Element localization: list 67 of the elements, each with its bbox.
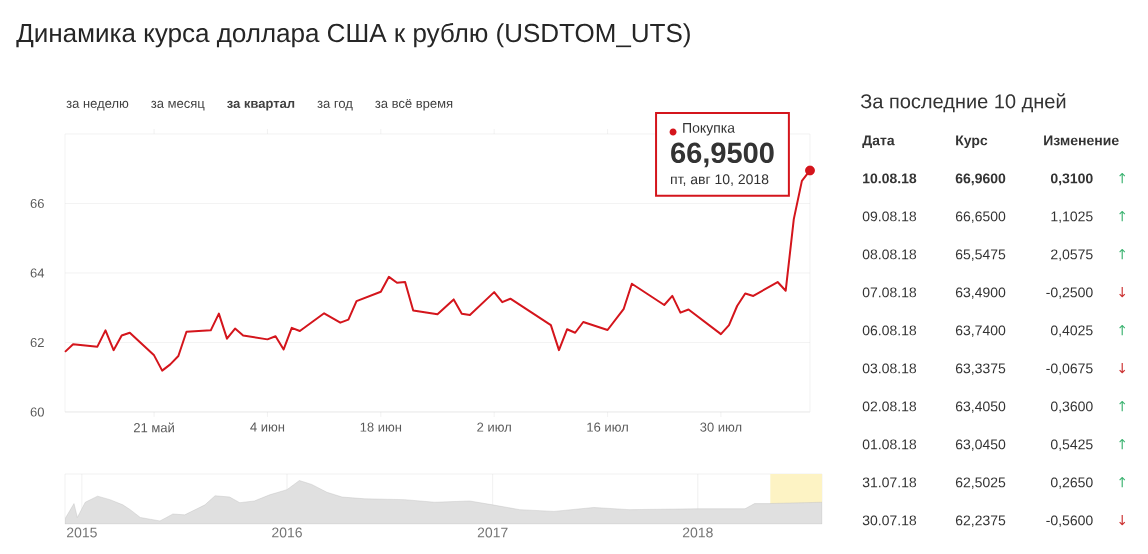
text: за неделю — [66, 100, 129, 111]
annotation: 66,9500 — [671, 142, 774, 168]
text: 62,5025 — [955, 477, 1006, 489]
text: 09.08.18 — [862, 211, 917, 222]
text: за год — [317, 100, 353, 111]
text: 66,9600 — [955, 173, 1006, 186]
text: ↓ — [1119, 362, 1126, 374]
x-tick-label: 4 июн — [250, 422, 285, 432]
x-tick-label: 21 май — [133, 422, 174, 433]
text: 0,3600 — [1050, 401, 1093, 413]
text: ↑ — [1119, 324, 1126, 336]
text: ↑ — [1119, 438, 1126, 450]
text: 63,4900 — [955, 287, 1006, 299]
text: 0,3100 — [1050, 173, 1093, 186]
text: 30.07.18 — [862, 515, 917, 526]
x-tick-label: 2015 — [66, 527, 97, 538]
text: 2,0575 — [1051, 249, 1093, 261]
y-tick-label: 66 — [30, 198, 44, 209]
annotation: пт, авг 10, 2018 — [671, 174, 769, 186]
text: ↑ — [1119, 248, 1126, 260]
text: ↓ — [1119, 286, 1126, 298]
x-tick-label: 18 июн — [360, 422, 402, 432]
text: 1,1025 — [1051, 211, 1093, 223]
text: 03.08.18 — [862, 363, 917, 374]
text: -0,0675 — [1046, 363, 1093, 375]
text: ↓ — [1119, 514, 1126, 526]
text: 0,5425 — [1050, 439, 1093, 451]
legend-label: Покупка — [683, 123, 735, 136]
text: 02.08.18 — [862, 401, 917, 412]
text: Изменение — [1044, 135, 1119, 146]
text: за квартал — [227, 100, 295, 111]
x-tick-label: 30 июл — [700, 422, 742, 432]
text: за месяц — [151, 100, 205, 111]
text: ↑ — [1119, 210, 1126, 222]
text: 0,2650 — [1050, 477, 1093, 489]
x-tick-label: 2 июл — [477, 422, 511, 432]
text: ↑ — [1119, 476, 1126, 488]
text: 31.07.18 — [862, 477, 917, 488]
x-tick-label: 2018 — [682, 527, 713, 538]
x-tick-label: 2017 — [477, 527, 508, 538]
x-tick-label: 2016 — [272, 527, 302, 538]
y-tick-label: 60 — [30, 407, 44, 417]
text: 63,3375 — [955, 363, 1006, 375]
text: 0,4025 — [1050, 325, 1093, 337]
text: 01.08.18 — [862, 439, 917, 450]
text: 63,4050 — [955, 401, 1006, 413]
x-tick-label: 16 июл — [587, 422, 628, 432]
text: 62,2375 — [955, 515, 1006, 527]
text: 08.08.18 — [862, 249, 917, 260]
text: 66,6500 — [955, 211, 1006, 223]
text: 07.08.18 — [862, 287, 917, 298]
text: 63,0450 — [955, 439, 1006, 451]
y-tick-label: 64 — [30, 268, 45, 278]
text: Дата — [862, 135, 895, 148]
text: ↑ — [1119, 172, 1126, 184]
text: за всё время — [375, 98, 453, 111]
text: 63,7400 — [955, 325, 1006, 337]
text: 06.08.18 — [862, 325, 917, 336]
text: -0,2500 — [1046, 287, 1093, 299]
text: ↑ — [1119, 400, 1126, 412]
text: За последние 10 дней — [860, 93, 1066, 113]
text: -0,5600 — [1046, 515, 1093, 527]
y-tick-label: 62 — [30, 337, 44, 348]
text: 10.08.18 — [863, 173, 917, 184]
text: 65,5475 — [955, 249, 1006, 261]
chart-title: Динамика курса доллара США к рублю (USDTOM_UTS) — [16, 22, 690, 48]
text: Курс — [956, 135, 988, 149]
